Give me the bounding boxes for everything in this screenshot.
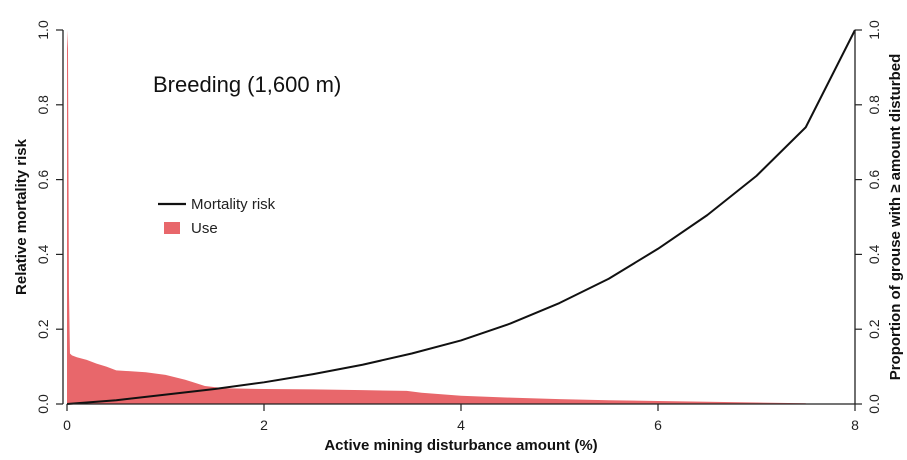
x-tick-label: 2	[260, 417, 268, 433]
x-tick-label: 6	[654, 417, 662, 433]
panel-annotation: Breeding (1,600 m)	[153, 72, 341, 97]
right-y-ticks: 0.0 0.2 0.4 0.6 0.8 1.0	[855, 20, 882, 414]
right-y-tick-label: 0.8	[866, 95, 882, 115]
right-y-tick-label: 0.2	[866, 319, 882, 339]
x-tick-label: 4	[457, 417, 465, 433]
left-y-tick-label: 1.0	[35, 20, 51, 40]
left-y-tick-label: 0.0	[35, 394, 51, 414]
right-y-axis-title: Proportion of grouse with ≥ amount distu…	[887, 54, 904, 381]
x-tick-label: 0	[63, 417, 71, 433]
legend-area-swatch	[164, 222, 180, 234]
right-y-tick-label: 0.6	[866, 170, 882, 190]
legend-label-use: Use	[191, 220, 218, 237]
left-y-tick-label: 0.2	[35, 319, 51, 339]
x-ticks: 0 2 4 6 8	[63, 404, 859, 433]
x-tick-label: 8	[851, 417, 859, 433]
left-y-tick-label: 0.6	[35, 170, 51, 190]
left-y-axis-title: Relative mortality risk	[13, 138, 30, 295]
right-y-tick-label: 0.0	[866, 394, 882, 414]
mortality-risk-line	[66, 29, 856, 405]
left-y-tick-label: 0.8	[35, 95, 51, 115]
mortality-risk-series	[66, 29, 856, 405]
legend-label-mortality-risk: Mortality risk	[191, 196, 276, 213]
left-y-ticks: 0.0 0.2 0.4 0.6 0.8 1.0	[35, 20, 63, 414]
legend: Mortality risk Use	[158, 196, 276, 237]
left-y-tick-label: 0.4	[35, 244, 51, 264]
x-axis-title: Active mining disturbance amount (%)	[324, 437, 597, 454]
right-y-tick-label: 0.4	[866, 244, 882, 264]
right-y-tick-label: 1.0	[866, 20, 882, 40]
